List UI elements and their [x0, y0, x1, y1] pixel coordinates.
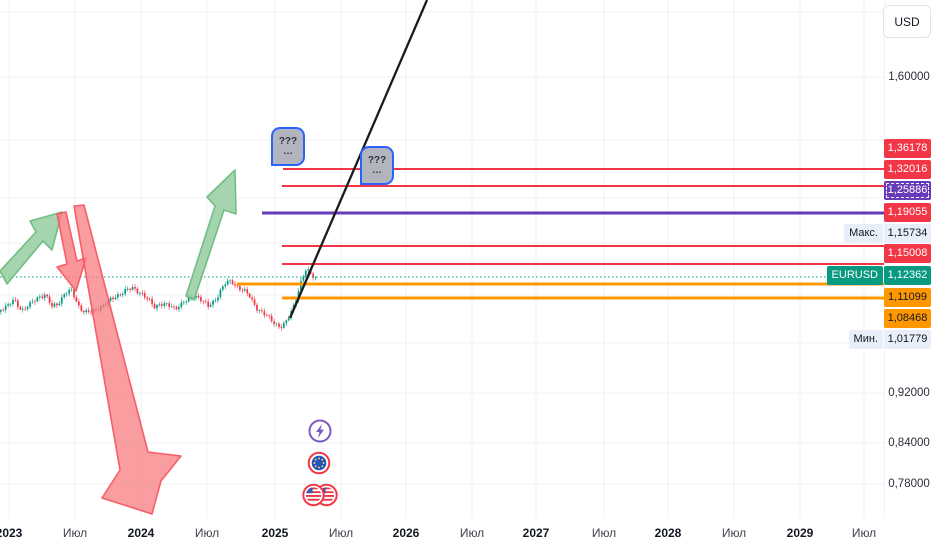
trend-line[interactable]: [288, 0, 429, 319]
currency-selector-button[interactable]: USD: [883, 5, 931, 38]
price-axis-label: 0,92000: [888, 387, 930, 399]
price-axis-label: 0,84000: [888, 437, 930, 449]
drawing-arrows[interactable]: [0, 169, 237, 515]
time-axis-year-label: 2027: [522, 526, 550, 540]
us-flag-event-icon[interactable]: [299, 481, 341, 509]
time-axis-year-label: 2029: [786, 526, 814, 540]
lightning-event-icon[interactable]: [306, 417, 334, 445]
callout-bubble[interactable]: ??? …: [360, 146, 394, 185]
time-axis-month-label: Июл: [459, 526, 485, 540]
time-axis-year-label: 2026: [392, 526, 420, 540]
bearish-arrow-large[interactable]: [73, 204, 182, 515]
bullish-arrow-2[interactable]: [185, 169, 237, 301]
price-chart-plot[interactable]: [0, 0, 884, 518]
price-axis-label: 0,78000: [888, 478, 930, 490]
bullish-arrow-1[interactable]: [0, 211, 63, 285]
time-axis-month-label: Июл: [851, 526, 877, 540]
time-axis-month-label: Июл: [591, 526, 617, 540]
time-axis-year-label: 2024: [127, 526, 155, 540]
bearish-arrow-small[interactable]: [56, 211, 87, 292]
time-axis[interactable]: 2023 Июл 2024 Июл 2025 Июл 2026 Июл 2027 Июл 2028 И…: [0, 518, 932, 550]
time-axis-month-label: Июл: [328, 526, 354, 540]
time-axis-month-label: Июл: [721, 526, 747, 540]
time-axis-year-label: 2028: [654, 526, 682, 540]
eu-flag-event-icon[interactable]: [305, 449, 333, 477]
price-level-lines[interactable]: [237, 168, 884, 300]
price-axis-label: 1,60000: [888, 71, 930, 83]
time-axis-month-label: Июл: [194, 526, 220, 540]
time-axis-year-label: 2023: [0, 526, 23, 540]
time-axis-month-label: Июл: [62, 526, 88, 540]
callout-bubble[interactable]: ??? …: [271, 127, 305, 166]
price-axis[interactable]: 1,60000 0,92000 0,84000 0,78000: [884, 0, 932, 518]
candlesticks: [0, 266, 317, 331]
time-axis-year-label: 2025: [261, 526, 289, 540]
